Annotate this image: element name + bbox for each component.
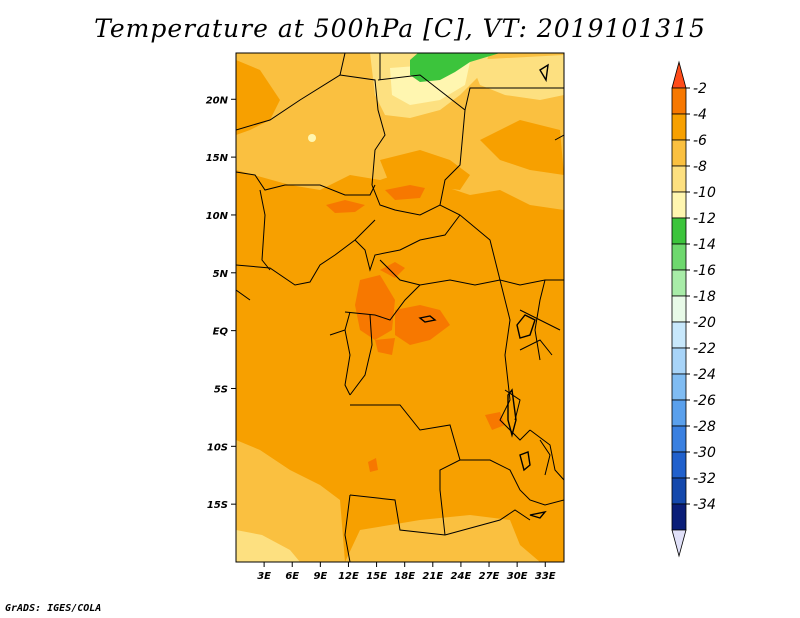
lon-tick-label: 3E [257,571,271,582]
colorbar-segment [671,217,687,245]
lon-tick-label: 24E [451,571,472,582]
colorbar-label: -34 [693,497,716,513]
temp-zone-minus6-north [236,60,280,135]
colorbar-segment [671,139,687,167]
lat-tick-label: EQ [213,327,229,338]
colorbar-label: -4 [693,107,707,123]
colorbar-label: -10 [693,185,716,201]
colorbar-segment [671,295,687,323]
colorbar-segment [671,113,687,141]
colorbar-segment [671,191,687,219]
colorbar-label: -30 [693,445,716,461]
temp-zone-minus6-northeast [480,120,564,175]
temp-zone-minus4-g [485,412,505,430]
colorbar-segment [671,87,687,115]
lon-tick-label: 30E [507,571,528,582]
temp-zone-minus4-a [385,185,425,200]
temp-zone-minus4-h [368,458,378,472]
colorbar-segment [671,477,687,505]
temp-zone-minus4-b [326,200,365,213]
colorbar-top-arrow [671,60,687,89]
temp-zone-minus8-south [345,515,540,562]
temp-zone-minus10-southwest [236,530,300,562]
temp-zone-minus4-d [380,262,405,278]
lon-tick-label: 18E [394,571,415,582]
colorbar-label: -14 [693,237,716,253]
colorbar-label: -18 [693,289,716,305]
colorbar-segment [671,165,687,193]
longitude-ticks: 3E 6E 9E 12E 15E 18E 21E 24E 27E 30E 33E [257,562,556,582]
colorbar-segment [671,399,687,427]
colorbar-label: -12 [693,211,716,227]
lat-tick-label: 5S [214,384,228,395]
latitude-ticks: 20N 15N 10N 5N EQ 5S 10S 15S [206,95,236,511]
chart-title: Temperature at 500hPa [C], VT: 201910131… [94,14,706,43]
lat-tick-label: 10S [207,442,228,453]
temp-zone-minus14 [410,53,500,82]
temp-zone-minus8-southwest [236,440,345,562]
colorbar-label: -6 [693,133,707,149]
map-frame [235,52,565,563]
lat-tick-label: 5N [213,269,229,280]
colorbar-label: -8 [693,159,707,175]
lon-tick-label: 6E [285,571,299,582]
lat-tick-label: 15N [206,153,229,164]
lon-tick-label: 33E [535,571,556,582]
colorbar-segment [671,347,687,375]
temp-zone-minus4-f [375,338,395,355]
temp-zone-minus10-northeast [470,55,564,100]
lon-tick-label: 15E [366,571,387,582]
lat-tick-label: 10N [206,211,229,222]
colorbar-bottom-arrow [671,529,687,558]
colorbar-label: -28 [693,419,716,435]
colorbar-label: -26 [693,393,716,409]
lat-tick-label: 15S [207,500,228,511]
colorbar-label: -20 [693,315,716,331]
temp-spot-minus12 [308,134,316,142]
country-borders [236,53,564,562]
map-field [236,53,564,562]
lat-tick-label: 20N [206,95,229,106]
colorbar-label: -22 [693,341,716,357]
colorbar-segment [671,451,687,479]
temp-zone-minus8-north [236,53,564,210]
temp-zone-minus4-c [355,275,395,340]
colorbar: -2 -4 -6 -8 -10 -12 -14 -16 -18 -20 -22 -24 -26 -28 -3… [671,60,716,558]
lon-tick-label: 21E [422,571,443,582]
colorbar-segment [671,373,687,401]
colorbar-label: -2 [693,81,707,97]
temp-zone-minus6-north2 [380,150,470,190]
lake-outlines [418,63,549,519]
colorbar-segment [671,503,687,531]
colorbar-label: -32 [693,471,716,487]
lon-tick-label: 9E [313,571,327,582]
colorbar-segment [671,269,687,297]
lon-tick-label: 27E [479,571,500,582]
colorbar-label: -24 [693,367,716,383]
colorbar-label: -16 [693,263,716,279]
colorbar-segment [671,425,687,453]
grads-credit: GrADS: IGES/COLA [5,603,102,614]
colorbar-segment [671,321,687,349]
lon-tick-label: 12E [338,571,359,582]
colorbar-segment [671,243,687,271]
temp-zone-minus4-e [395,305,450,345]
